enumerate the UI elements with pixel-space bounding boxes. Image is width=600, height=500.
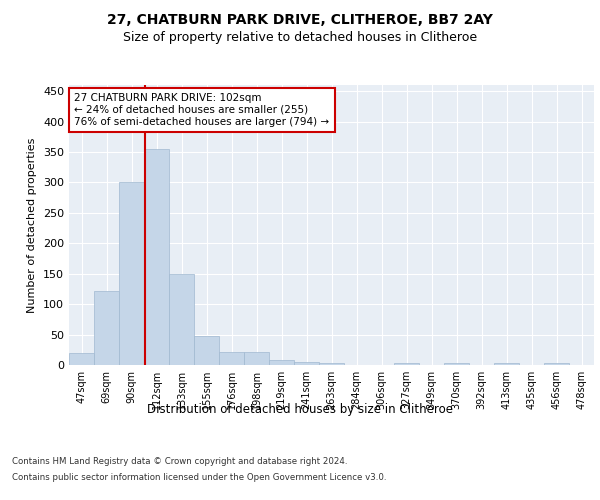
Text: 27, CHATBURN PARK DRIVE, CLITHEROE, BB7 2AY: 27, CHATBURN PARK DRIVE, CLITHEROE, BB7 … xyxy=(107,12,493,26)
Bar xyxy=(244,352,269,365)
Bar xyxy=(194,336,219,365)
Bar xyxy=(544,363,569,365)
Text: Size of property relative to detached houses in Clitheroe: Size of property relative to detached ho… xyxy=(123,31,477,44)
Bar xyxy=(319,363,344,365)
Text: Contains public sector information licensed under the Open Government Licence v3: Contains public sector information licen… xyxy=(12,472,386,482)
Bar xyxy=(119,182,144,365)
Bar xyxy=(494,363,519,365)
Text: Distribution of detached houses by size in Clitheroe: Distribution of detached houses by size … xyxy=(147,402,453,415)
Bar xyxy=(269,360,294,365)
Bar xyxy=(94,290,119,365)
Text: Contains HM Land Registry data © Crown copyright and database right 2024.: Contains HM Land Registry data © Crown c… xyxy=(12,458,347,466)
Bar xyxy=(294,362,319,365)
Bar xyxy=(144,149,169,365)
Bar xyxy=(219,352,244,365)
Y-axis label: Number of detached properties: Number of detached properties xyxy=(28,138,37,312)
Bar xyxy=(69,353,94,365)
Bar xyxy=(169,274,194,365)
Text: 27 CHATBURN PARK DRIVE: 102sqm
← 24% of detached houses are smaller (255)
76% of: 27 CHATBURN PARK DRIVE: 102sqm ← 24% of … xyxy=(74,94,329,126)
Bar xyxy=(444,363,469,365)
Bar xyxy=(394,362,419,365)
